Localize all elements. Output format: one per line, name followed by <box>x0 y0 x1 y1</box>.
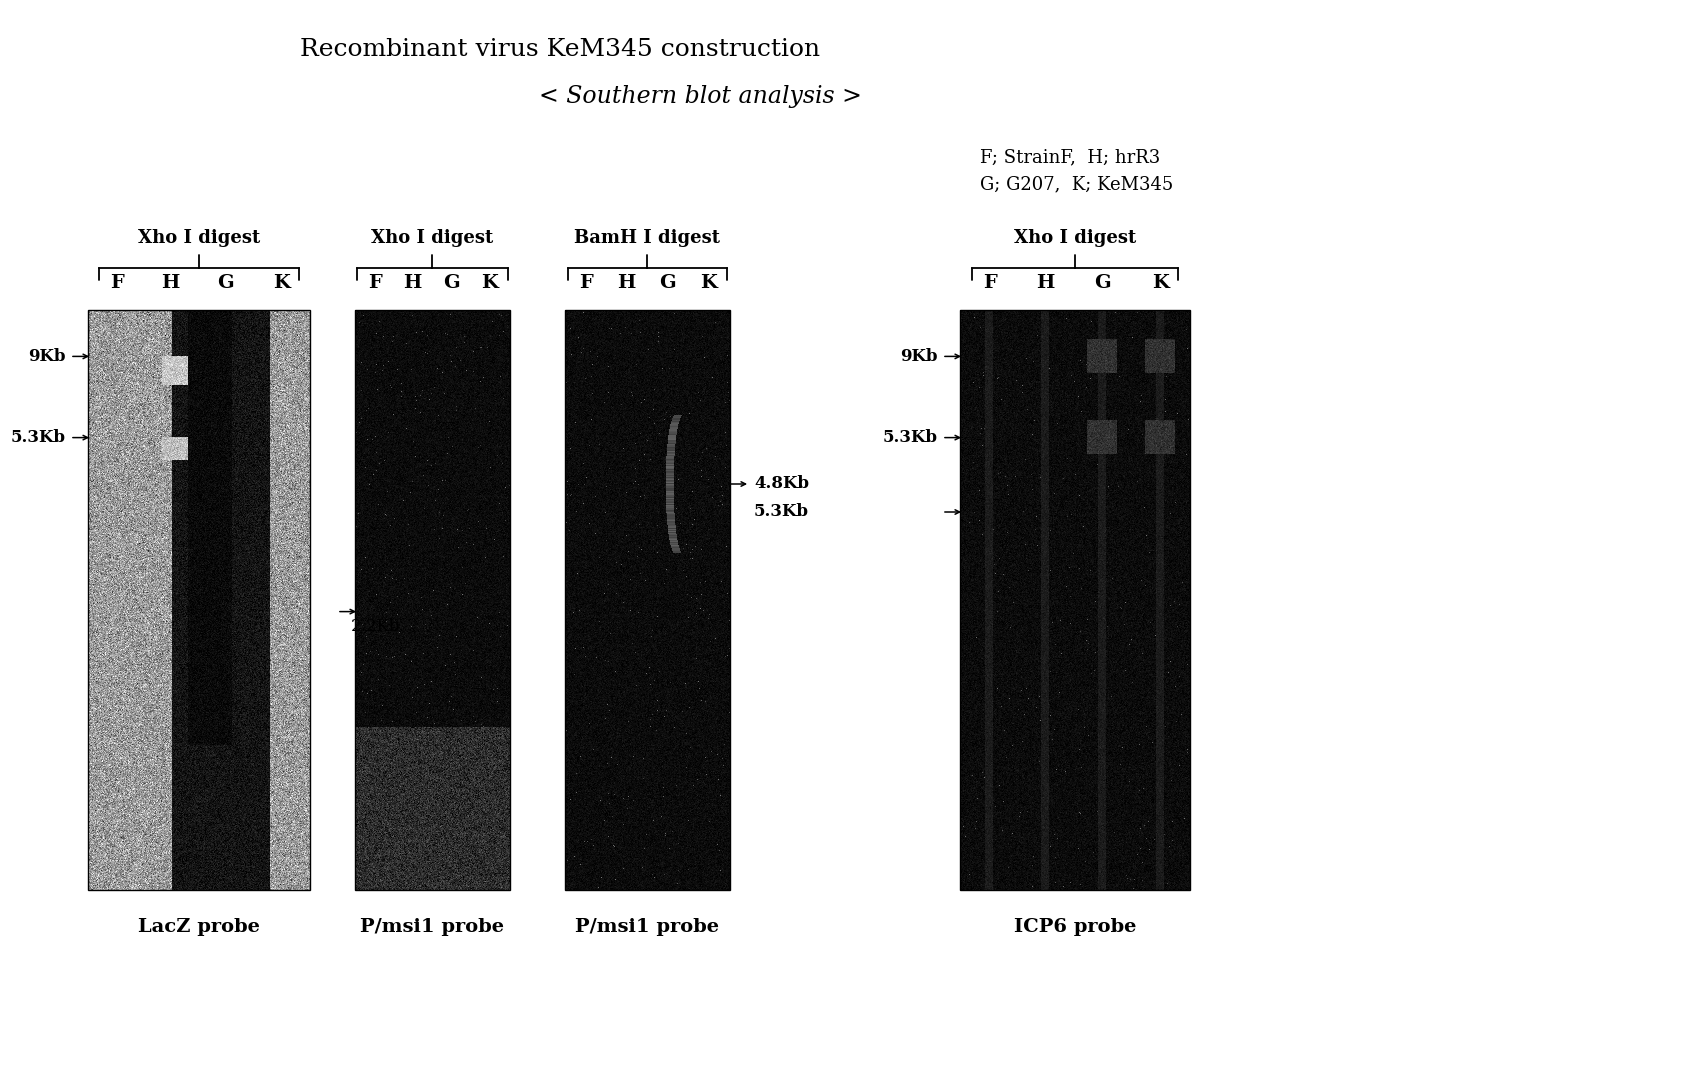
Text: G: G <box>1093 274 1110 292</box>
Text: F: F <box>982 274 996 292</box>
Text: G: G <box>442 274 459 292</box>
Text: F: F <box>579 274 594 292</box>
Text: F; StrainF,  H; hrR3: F; StrainF, H; hrR3 <box>979 148 1159 166</box>
Text: K: K <box>700 274 717 292</box>
Text: 9Kb: 9Kb <box>29 348 66 365</box>
Text: K: K <box>481 274 498 292</box>
Text: Recombinant virus KeM345 construction: Recombinant virus KeM345 construction <box>299 38 819 61</box>
Bar <box>87 310 309 891</box>
Text: 9Kb: 9Kb <box>900 348 937 365</box>
Text: 5.3Kb: 5.3Kb <box>883 429 937 446</box>
Text: Xho I digest: Xho I digest <box>372 229 493 247</box>
Text: K: K <box>1150 274 1167 292</box>
Text: F: F <box>109 274 124 292</box>
Bar <box>565 310 730 891</box>
Text: 4.8Kb: 4.8Kb <box>754 475 809 493</box>
Text: H: H <box>1036 274 1053 292</box>
Text: K: K <box>272 274 289 292</box>
Text: < Southern blot analysis >: < Southern blot analysis > <box>538 85 861 108</box>
Text: ICP6 probe: ICP6 probe <box>1013 918 1135 936</box>
Text: P/msi1 probe: P/msi1 probe <box>360 918 505 936</box>
Text: H: H <box>161 274 180 292</box>
Bar <box>959 310 1189 891</box>
Text: F: F <box>368 274 382 292</box>
Bar <box>355 310 510 891</box>
Text: BamH I digest: BamH I digest <box>574 229 720 247</box>
Text: H: H <box>404 274 420 292</box>
Text: H: H <box>617 274 634 292</box>
Text: G; G207,  K; KeM345: G; G207, K; KeM345 <box>979 175 1172 193</box>
Text: 5.3Kb: 5.3Kb <box>754 504 809 521</box>
Text: 5.3Kb: 5.3Kb <box>12 429 66 446</box>
Text: 2.2Kb: 2.2Kb <box>352 618 400 634</box>
Text: Xho I digest: Xho I digest <box>1013 229 1135 247</box>
Text: G: G <box>659 274 674 292</box>
Text: G: G <box>217 274 234 292</box>
Text: P/msi1 probe: P/msi1 probe <box>575 918 720 936</box>
Text: LacZ probe: LacZ probe <box>138 918 259 936</box>
Text: Xho I digest: Xho I digest <box>138 229 261 247</box>
